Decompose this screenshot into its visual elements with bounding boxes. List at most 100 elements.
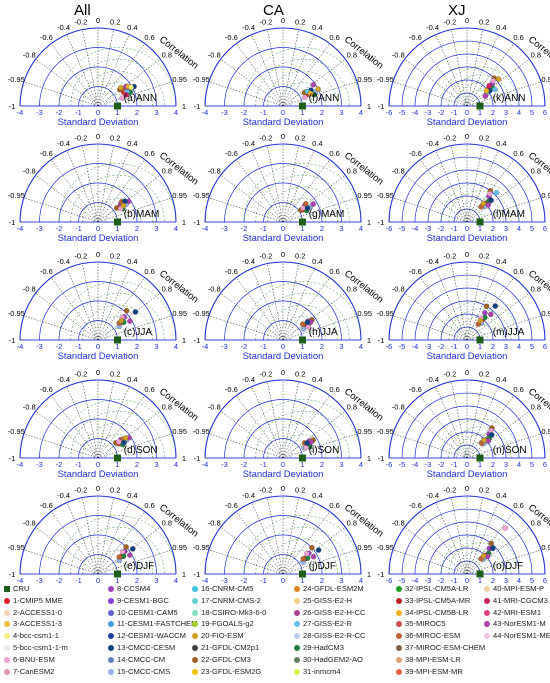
legend-marker [4,633,10,640]
std-tick-label: -1 [260,342,267,351]
corr-ray [466,411,530,459]
corr-ray [97,386,130,459]
legend-label: 23-GFDL-ESM2G [201,666,262,676]
corr-ray [392,315,468,341]
legend-marker [294,656,300,663]
legend-item: 41-MRI-CGCM3 [484,596,548,605]
model-point [483,303,490,309]
std-tick-label: -4 [17,460,24,469]
corr-tick-label: -1 [9,336,16,345]
corr-tick-label: 0.6 [513,385,523,394]
corr-tick-label: -0.2 [443,252,456,261]
legend-marker [396,597,402,604]
corr-ray [466,174,530,223]
corr-ray [220,59,284,107]
corr-ray [51,43,99,107]
corr-ray [82,29,99,107]
corr-ray [282,150,315,223]
legend-label: 22-GFDL-CM3 [201,654,251,664]
legend-marker [4,668,10,675]
taylor-panel-ca-son: -1 -0.95 -0.8 -0.6 -0.4 -0.2 0 0.2 0.4 0.6 0.8 0.95… [193,368,386,480]
taylor-panel-all-son: -1 -0.95 -0.8 -0.6 -0.4 -0.2 0 0.2 0.4 0.6 0.8 0.95… [8,368,201,480]
legend-marker [4,645,10,651]
panel-label: (h)JJA [309,327,338,338]
rmsd-arc [105,446,130,458]
panel-label: (m)JJA [493,327,525,338]
std-tick-label: 1 [115,576,119,584]
corr-tick-label: 1 [367,570,371,579]
std-arc [19,261,177,341]
corr-tick-label: 0.2 [295,252,305,261]
legend-marker [4,656,10,663]
legend-label: 7-CanESM2 [13,666,55,676]
legend-label: 9-CESM1-BGC [117,595,169,605]
corr-ray [97,81,173,107]
std-tick-label: -3 [221,108,228,117]
std-tick-label: 2 [491,108,495,117]
corr-ray [235,159,284,223]
corr-ray [466,159,514,223]
std-tick-label: 0 [281,224,285,233]
corr-tick-label: -0.8 [208,284,221,293]
model-point [300,205,306,211]
std-tick-label: -3 [36,108,43,117]
corr-tick-label: 0.95 [172,309,187,318]
legend-label: 19-FGOALS-g2 [201,619,254,629]
legend-marker [484,597,490,604]
corr-tick-label: -0.2 [74,134,87,143]
std-tick-label: -2 [241,342,248,351]
corr-tick-label: 0.95 [172,75,187,84]
corr-tick-label: 0.95 [541,427,550,436]
std-axis-title: Standard Deviation [58,117,139,128]
corr-ray [466,277,514,341]
corr-tick-label: -0.2 [74,370,87,379]
corr-ray [282,145,299,223]
corr-tick-label: -0.95 [8,75,25,84]
rmsd-arc [70,292,165,340]
corr-tick-label: 0.8 [162,402,172,411]
corr-tick-label: 0.4 [496,257,506,266]
model-point [304,319,311,325]
corr-ray [420,277,468,341]
corr-tick-label: -0.95 [377,309,394,318]
corr-tick-label: 0.4 [127,23,137,32]
corr-tick-label: -0.4 [57,375,70,384]
corr-tick-label: -0.2 [74,18,87,27]
corr-tick-label: -0.6 [409,385,422,394]
corr-ray [97,197,173,223]
std-tick-label: 2 [491,224,495,233]
corr-tick-label: 0.2 [110,486,120,495]
model-point [127,318,133,324]
legend-marker [484,633,490,640]
std-tick-label: -2 [56,576,63,584]
corr-tick-label: 0.6 [144,267,154,276]
corr-ray [82,263,99,341]
corr-tick-label: 0.2 [479,486,489,495]
legend-label: 25-GISS-E2-H [303,595,352,605]
std-tick-label: 4 [359,224,363,233]
rmsd-arc [243,163,361,222]
rmsd-arc [105,210,130,222]
legend-marker [192,586,198,592]
corr-tick-label: -0.4 [57,491,70,500]
corr-tick-label: 0.6 [144,33,154,42]
std-tick-label: -2 [438,342,445,351]
std-tick-label: -3 [425,224,432,233]
std-tick-label: -2 [56,224,63,233]
legend-marker [192,633,198,640]
std-tick-label: 2 [491,460,495,469]
corr-tick-label: 1 [367,336,371,345]
std-tick-label: 1 [115,108,119,117]
legend-item: 30-HadGEM2-AO [294,655,363,664]
std-tick-label: -6 [386,108,393,117]
std-tick-label: -4 [202,224,209,233]
corr-tick-label: -1 [9,218,16,227]
model-point [485,202,491,208]
corr-ray [282,263,299,341]
corr-ray [420,159,468,223]
std-tick-label: 3 [504,576,508,584]
corr-ray [466,145,483,223]
corr-tick-label: 0.95 [172,543,187,552]
corr-tick-label: 0.2 [110,252,120,261]
model-point [123,308,130,314]
